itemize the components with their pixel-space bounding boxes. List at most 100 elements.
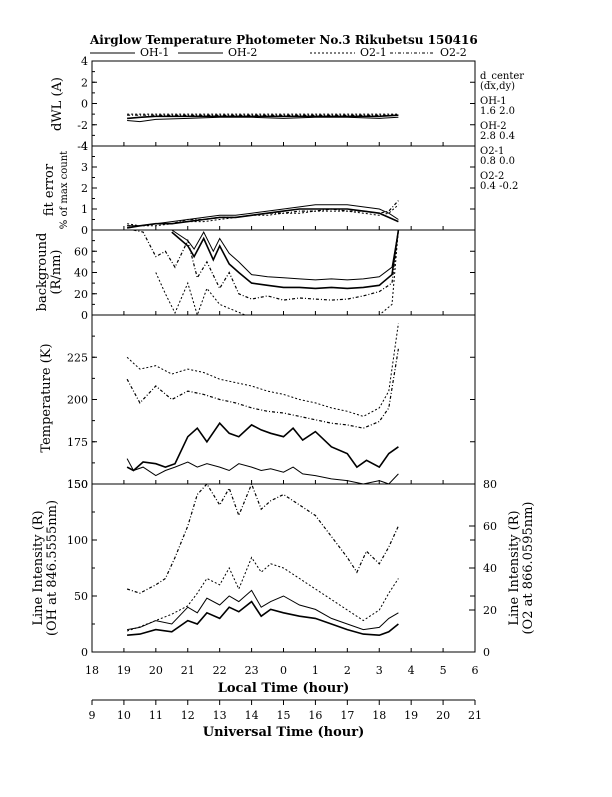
panel-frame-dwl (91, 60, 476, 147)
series-temperature-o2-1 (126, 323, 399, 417)
local-tick-label-4: 22 (213, 664, 227, 677)
panel-frame-temperature (91, 314, 476, 485)
legend: OH-1 OH-2 O2-1 O2-2 (90, 46, 467, 59)
ylabel-fit: fit error (42, 163, 57, 216)
ytick-label-temperature-1: 200 (67, 394, 88, 407)
series-intensity-o2-1 (126, 556, 399, 632)
ytick-label-background-1: 40 (74, 267, 88, 280)
local-tick-label-2: 20 (149, 664, 163, 677)
o21-name: O2-1 (480, 146, 504, 157)
ytick-label-dwl-0: 4 (81, 55, 88, 68)
local-tick-label-1: 19 (117, 664, 131, 677)
legend-label-oh-1: OH-1 (140, 46, 169, 59)
series-temperature-oh-2 (126, 421, 399, 472)
ylabel2-background: (R/nm) (49, 249, 64, 294)
ylabel-intensity: Line Intensity (R) (31, 510, 46, 625)
ylabel-right2: (O2 at 866.0595nm) (521, 501, 536, 634)
ytick-label-fit-0: 4 (81, 140, 88, 153)
series-intensity-o2-2 (126, 484, 399, 594)
legend-label-o2-2: O2-2 (440, 46, 467, 59)
ytick-label-dwl-3: -2 (77, 119, 88, 132)
ytick-right-label-1: 60 (483, 520, 497, 533)
ytick-label-dwl-2: 0 (81, 98, 88, 111)
ut-tick-label-9: 18 (372, 709, 386, 722)
local-tick-label-10: 4 (408, 664, 415, 677)
ytick-label-temperature-3: 150 (67, 478, 88, 491)
x-axes: 18 19 20 21 22 23 0 1 2 3 4 5 6 Local Time (hour) 9 10 1… (85, 664, 482, 740)
ut-tick-label-0: 9 (89, 709, 96, 722)
ut-tick-label-10: 19 (404, 709, 418, 722)
annotations: d_center (dx,dy) OH-1 1.6 2.0 OH-2 2.8 0… (480, 71, 524, 192)
local-tick-label-5: 23 (245, 664, 259, 677)
panel-fit: 4 3 2 1 0 fit error% of max count (42, 140, 476, 237)
series-dwl-oh-1 (127, 116, 399, 123)
ut-tick-label-3: 12 (181, 709, 195, 722)
ut-tick-label-8: 17 (340, 709, 354, 722)
local-tick-label-12: 6 (472, 664, 479, 677)
series-background-oh-1 (171, 230, 399, 281)
series-background-o2-2 (133, 230, 399, 301)
ylabel2-fit: % of max count (59, 151, 70, 229)
ylabel-background: background (35, 233, 50, 312)
ytick-right-label-4: 0 (483, 646, 490, 659)
panel-temperature: 225 200 175 150 Temperature (K) (39, 314, 476, 491)
ytick-label-fit-3: 1 (81, 203, 88, 216)
dcenter-sub: (dx,dy) (480, 81, 515, 92)
ytick-label-intensity-1: 100 (67, 534, 88, 547)
ytick-label-dwl-4: -4 (77, 140, 88, 153)
series-intensity-oh-1 (127, 589, 399, 631)
ut-time-label: Universal Time (hour) (203, 725, 365, 740)
ytick-right-label-3: 20 (483, 604, 497, 617)
legend-label-oh-2: OH-2 (228, 46, 257, 59)
ytick-right-label-2: 40 (483, 562, 497, 575)
legend-label-o2-1: O2-1 (360, 46, 387, 59)
panel-frame-background (91, 229, 476, 316)
series-dwl-oh-2 (127, 114, 399, 120)
ytick-label-background-3: 0 (81, 309, 88, 322)
oh1-value: 1.6 2.0 (480, 106, 515, 117)
ylabel-right: Line Intensity (R) (507, 510, 522, 625)
series-temperature-oh-1 (126, 458, 399, 484)
oh2-value: 2.8 0.4 (480, 131, 515, 142)
ytick-label-dwl-1: 2 (81, 76, 88, 89)
local-tick-label-0: 18 (85, 664, 99, 677)
local-time-label: Local Time (hour) (218, 681, 350, 696)
ut-tick-label-4: 13 (213, 709, 227, 722)
local-tick-label-3: 21 (181, 664, 195, 677)
ut-tick-label-6: 15 (277, 709, 291, 722)
ylabel2-intensity: (OH at 846.5555nm) (45, 500, 60, 636)
local-tick-label-11: 5 (440, 664, 447, 677)
dcenter-title: d_center (480, 71, 524, 82)
chart-title: Airglow Temperature Photometer No.3 Riku… (89, 33, 478, 47)
o22-value: 0.4 -0.2 (480, 181, 518, 192)
local-tick-label-9: 3 (376, 664, 383, 677)
ytick-label-intensity-2: 50 (74, 590, 88, 603)
series-background-o2-1 (155, 230, 399, 315)
ytick-label-intensity-3: 0 (81, 646, 88, 659)
o21-value: 0.8 0.0 (480, 156, 515, 167)
ut-tick-label-11: 20 (436, 709, 450, 722)
ylabel-dwl: dWL (A) (50, 77, 65, 131)
ut-tick-label-2: 11 (149, 709, 163, 722)
ylabel-temperature: Temperature (K) (39, 343, 54, 452)
series-intensity-oh-2 (127, 600, 399, 637)
panel-dwl: 4 2 0 -2 -4 dWL (A) (50, 55, 476, 153)
series-background-oh-2 (171, 230, 400, 290)
ytick-label-temperature-0: 225 (67, 351, 88, 364)
oh1-name: OH-1 (480, 96, 507, 107)
ytick-label-fit-2: 2 (81, 182, 88, 195)
oh2-name: OH-2 (480, 121, 507, 132)
ytick-label-background-0: 60 (74, 245, 88, 258)
local-tick-label-8: 2 (344, 664, 351, 677)
ut-tick-label-1: 10 (117, 709, 131, 722)
ytick-label-temperature-2: 175 (67, 436, 88, 449)
ytick-right-label-0: 80 (483, 478, 497, 491)
o22-name: O2-2 (480, 171, 504, 182)
ut-tick-label-7: 16 (308, 709, 322, 722)
ytick-label-fit-1: 3 (81, 161, 88, 174)
local-tick-label-6: 0 (280, 664, 287, 677)
